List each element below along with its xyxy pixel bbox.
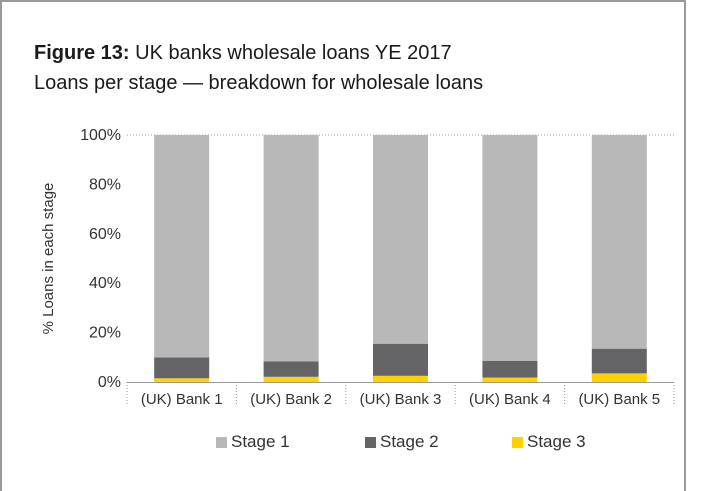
- legend-swatch: [365, 436, 376, 448]
- y-tick-label: 0%: [98, 374, 121, 391]
- figure-title-block: Figure 13: UK banks wholesale loans YE 2…: [34, 38, 483, 98]
- bar-stage-3-3: [373, 375, 428, 382]
- x-category-label: (UK) Bank 5: [578, 391, 660, 408]
- legend-item-stage-1: Stage 1: [216, 432, 290, 452]
- bar-stage-2-4: [482, 360, 538, 378]
- y-axis-label: % Loans in each stage: [40, 183, 57, 335]
- figure-label: Figure 13:: [34, 42, 130, 64]
- y-tick-label: 60%: [89, 226, 121, 243]
- legend-label: Stage 2: [380, 432, 439, 451]
- legend-swatch: [216, 436, 227, 448]
- bar-stage-2-3: [373, 343, 428, 376]
- x-category-label: (UK) Bank 1: [141, 391, 223, 408]
- bar-stage-1-3: [373, 135, 428, 344]
- legend-item-stage-2: Stage 2: [365, 432, 439, 452]
- stacked-bar-chart: 0% 20% 40% 60% 80% 100% % Loans in each stage (…: [40, 127, 675, 408]
- bar-stage-2-1: [154, 357, 210, 379]
- figure-frame: [0, 0, 686, 491]
- figure-subtitle: Loans per stage — breakdown for wholesal…: [34, 72, 484, 94]
- bar-stage-2-2: [263, 361, 319, 377]
- legend-label: Stage 3: [527, 432, 586, 451]
- bar-stage-1-4: [482, 135, 538, 361]
- bar-stage-3-4: [482, 377, 538, 382]
- y-tick-label: 40%: [89, 275, 121, 292]
- y-tick-label: 100%: [80, 127, 121, 144]
- bar-stage-1-1: [154, 135, 210, 358]
- bar-stage-1-2: [263, 135, 319, 362]
- x-category-label: (UK) Bank 3: [360, 391, 442, 408]
- legend-label: Stage 1: [231, 432, 290, 451]
- x-category-label: (UK) Bank 4: [469, 391, 551, 408]
- bar-stage-3-2: [263, 376, 319, 382]
- chart-legend: Stage 1 Stage 2 Stage 3: [0, 432, 686, 456]
- bar-stage-1-5: [591, 135, 647, 349]
- bar-stage-3-1: [154, 378, 210, 382]
- legend-item-stage-3: Stage 3: [512, 432, 586, 452]
- y-tick-label: 20%: [89, 325, 121, 342]
- bar-stage-2-5: [591, 348, 647, 374]
- legend-swatch: [512, 436, 523, 448]
- figure-title: UK banks wholesale loans YE 2017: [135, 42, 452, 64]
- y-tick-label: 80%: [89, 176, 121, 193]
- x-category-label: (UK) Bank 2: [250, 391, 332, 408]
- bar-stage-3-5: [591, 373, 647, 382]
